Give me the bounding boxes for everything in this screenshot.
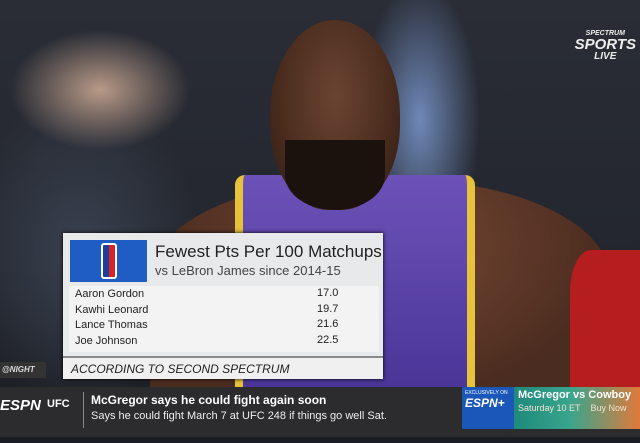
spectrum-sports-logo: SPECTRUM SPORTS LIVE xyxy=(575,30,636,62)
logo-line1: SPECTRUM xyxy=(585,30,625,37)
espn-logo: ESPN xyxy=(0,397,41,414)
player-beard xyxy=(285,140,385,210)
ticker-detail: Says he could fight March 7 at UFC 248 i… xyxy=(91,410,387,422)
bottom-ticker: ESPN UFC McGregor says he could fight ag… xyxy=(0,387,640,437)
ad-time: Saturday 10 ET xyxy=(518,403,581,413)
divider xyxy=(83,392,84,428)
table-row: Kawhi Leonard 19.7 xyxy=(69,302,379,318)
nba-logo-icon xyxy=(70,240,147,282)
table-row: Aaron Gordon 17.0 xyxy=(69,286,379,302)
espn-plus-badge: EXCLUSIVELY ON ESPN+ xyxy=(462,387,514,429)
buy-now-label: Buy Now xyxy=(590,403,627,413)
ticker-headline: McGregor says he could fight again soon xyxy=(91,393,327,407)
stat-value: 17.0 xyxy=(317,287,339,299)
card-subtitle: vs LeBron James since 2014-15 xyxy=(155,263,341,278)
player-name: Kawhi Leonard xyxy=(75,303,149,316)
ticker-category: UFC xyxy=(47,398,70,410)
ad-content: McGregor vs Cowboy Saturday 10 ET Buy Now xyxy=(514,387,640,429)
stat-table: Aaron Gordon 17.0 Kawhi Leonard 19.7 Lance… xyxy=(69,286,379,352)
stat-value: 19.7 xyxy=(317,302,339,315)
show-tag: @NIGHT xyxy=(0,362,46,378)
logo-line2: SPORTS xyxy=(574,36,636,53)
stat-value: 21.6 xyxy=(317,318,339,330)
espn-plus-ad: EXCLUSIVELY ON ESPN+ McGregor vs Cowboy … xyxy=(462,387,640,429)
table-row: Lance Thomas 21.6 xyxy=(69,317,379,333)
table-row: Joe Johnson 22.5 xyxy=(69,333,379,349)
logo-line3: LIVE xyxy=(594,51,617,62)
stat-card: Fewest Pts Per 100 Matchups vs LeBron Ja… xyxy=(63,233,383,379)
espn-plus-logo: ESPN+ xyxy=(465,396,505,410)
player-name: Joe Johnson xyxy=(75,334,138,347)
player-name: Lance Thomas xyxy=(75,319,148,331)
stat-value: 22.5 xyxy=(317,333,339,346)
card-title: Fewest Pts Per 100 Matchups xyxy=(155,242,382,261)
ad-title: McGregor vs Cowboy xyxy=(518,389,632,401)
spectator xyxy=(570,250,640,390)
source-credit: ACCORDING TO SECOND SPECTRUM xyxy=(63,356,383,379)
player-name: Aaron Gordon xyxy=(75,288,145,300)
ad-badge: EXCLUSIVELY ON xyxy=(465,390,508,396)
